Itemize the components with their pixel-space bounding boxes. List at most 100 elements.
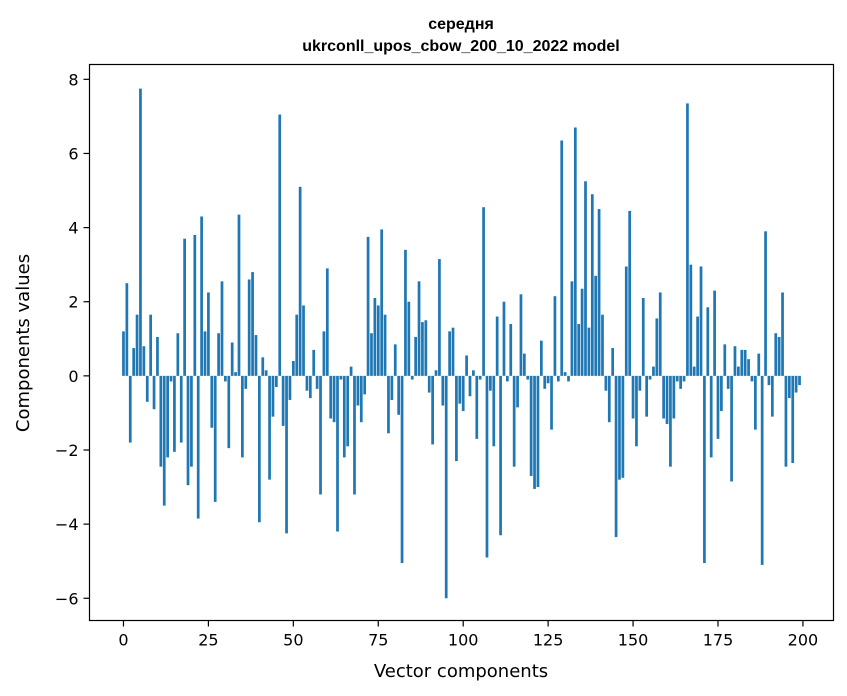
bar <box>472 370 475 376</box>
bar <box>139 88 142 376</box>
bars-group <box>122 88 801 599</box>
y-tick-label: −2 <box>55 441 79 460</box>
bar <box>482 207 485 376</box>
y-tick-label: 4 <box>68 219 78 238</box>
bar <box>692 366 696 376</box>
bar <box>325 268 329 376</box>
bar <box>278 114 282 376</box>
bar <box>584 181 587 376</box>
bar <box>757 353 761 376</box>
bar <box>716 375 720 439</box>
bar <box>400 375 404 564</box>
plot-frame <box>88 63 835 622</box>
bar <box>536 375 540 488</box>
bar <box>686 103 689 376</box>
bar <box>254 335 258 376</box>
x-axis-label: Vector components <box>374 661 548 682</box>
bar <box>281 375 285 426</box>
bar <box>495 316 499 376</box>
bar <box>448 331 451 376</box>
bar <box>740 349 744 376</box>
bar <box>193 235 197 376</box>
bar <box>247 279 251 376</box>
bar <box>512 375 516 467</box>
bar <box>431 375 434 445</box>
bar <box>475 375 479 439</box>
bar <box>791 375 795 463</box>
bar <box>342 375 346 458</box>
bar <box>539 340 543 376</box>
bar <box>737 366 740 376</box>
bar <box>349 366 353 376</box>
bar <box>156 336 159 376</box>
bar <box>703 375 706 564</box>
bar <box>645 375 649 417</box>
bar <box>587 327 591 376</box>
bar <box>648 375 652 380</box>
bar <box>526 375 530 380</box>
bar <box>424 320 428 376</box>
bar <box>689 264 693 376</box>
bar <box>397 375 401 415</box>
x-tick-label: 0 <box>118 631 128 650</box>
x-tick-label: 175 <box>703 631 734 650</box>
bar <box>291 361 295 376</box>
bar <box>614 375 618 538</box>
y-tick-label: −4 <box>55 515 79 534</box>
bar <box>207 292 210 376</box>
bar <box>631 375 635 419</box>
bar <box>506 375 509 382</box>
bar <box>366 236 370 376</box>
x-tick-label: 50 <box>283 631 303 650</box>
bar <box>210 375 214 428</box>
bar <box>770 375 774 417</box>
bar <box>682 375 686 382</box>
bar <box>533 375 536 489</box>
bar <box>713 290 716 376</box>
bar <box>329 375 333 419</box>
bar <box>196 375 200 519</box>
bar <box>149 314 153 376</box>
bar <box>322 331 326 376</box>
bar <box>679 375 682 389</box>
y-tick-label: 8 <box>68 70 78 89</box>
bar <box>128 375 132 443</box>
bar <box>662 375 665 419</box>
bar <box>597 209 601 376</box>
bar <box>179 375 183 443</box>
bar <box>590 194 594 376</box>
bar <box>522 353 526 376</box>
y-axis-ticks: −6 −4 −2 0 2 4 6 8 <box>55 70 90 608</box>
bar <box>730 375 733 482</box>
bar <box>726 375 730 389</box>
bar <box>546 375 550 384</box>
bar <box>302 305 305 376</box>
bar <box>176 333 180 376</box>
bar <box>696 316 699 376</box>
bar <box>529 375 533 476</box>
bar <box>655 318 659 376</box>
bar <box>485 375 489 558</box>
bar <box>312 349 316 376</box>
bar <box>543 375 547 389</box>
bar <box>767 375 771 386</box>
bar <box>550 375 553 430</box>
bar <box>315 375 319 389</box>
bar <box>298 186 302 376</box>
bar <box>213 375 217 502</box>
bar <box>580 288 584 376</box>
x-tick-label: 200 <box>788 631 819 650</box>
bar <box>516 375 519 408</box>
bar <box>421 322 424 376</box>
bar <box>271 375 275 417</box>
bar <box>336 375 339 532</box>
bar <box>237 214 241 376</box>
bar <box>441 375 445 406</box>
bar <box>577 323 581 376</box>
bar <box>594 275 598 376</box>
bar <box>641 298 645 376</box>
y-tick-label: 2 <box>68 293 78 312</box>
bar <box>621 375 625 478</box>
bar <box>370 333 373 376</box>
